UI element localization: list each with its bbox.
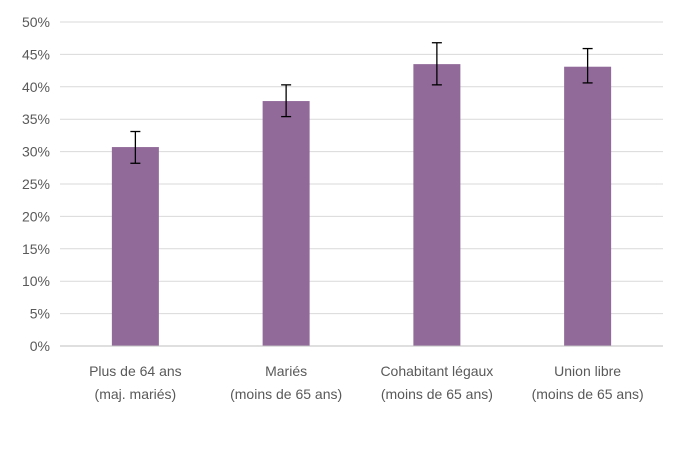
error-bar: [582, 47, 593, 84]
x-category-label: (moins de 65 ans): [230, 386, 342, 402]
y-axis-tick-labels: 0% 5% 10% 15% 20% 25% 30% 35% 40% 45% 50%: [22, 14, 50, 354]
bar: [262, 101, 310, 346]
error-bar: [431, 42, 442, 86]
y-tick-label: 25%: [22, 176, 50, 192]
error-bar: [130, 130, 141, 164]
y-tick-label: 20%: [22, 208, 50, 224]
x-category-label: (moins de 65 ans): [381, 386, 493, 402]
y-tick-label: 50%: [22, 14, 50, 30]
bar: [413, 64, 461, 347]
x-axis-category-labels: Plus de 64 ans (maj. mariés) Mariés (moins …: [89, 363, 644, 402]
x-category-label: (maj. mariés): [95, 386, 177, 402]
x-category-label: Union libre: [554, 363, 621, 379]
y-tick-label: 40%: [22, 79, 50, 95]
gridlines: [60, 21, 663, 315]
y-tick-label: 35%: [22, 111, 50, 127]
y-tick-label: 10%: [22, 273, 50, 289]
y-tick-label: 45%: [22, 46, 50, 62]
y-tick-label: 30%: [22, 144, 50, 160]
error-bar: [281, 84, 292, 118]
error-bars: [130, 42, 593, 164]
bar: [111, 147, 159, 346]
x-category-label: (moins de 65 ans): [532, 386, 644, 402]
x-category-label: Plus de 64 ans: [89, 363, 182, 379]
y-tick-label: 15%: [22, 241, 50, 257]
x-category-label: Cohabitant légaux: [380, 363, 493, 379]
bars: [111, 64, 612, 347]
y-tick-label: 0%: [30, 338, 50, 354]
y-tick-label: 5%: [30, 306, 50, 322]
bar: [564, 66, 612, 346]
x-category-label: Mariés: [265, 363, 307, 379]
